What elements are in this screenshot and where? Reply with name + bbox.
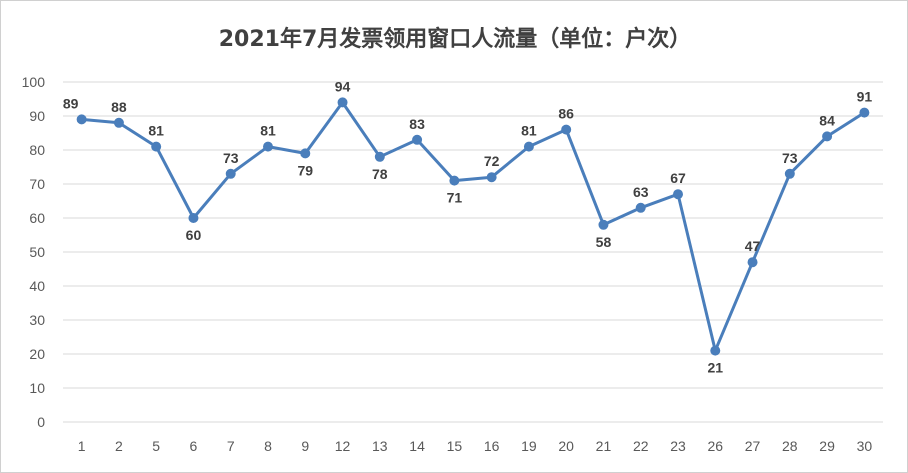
x-tick-label: 13	[372, 438, 388, 454]
x-tick-label: 23	[670, 438, 686, 454]
y-tick-label: 30	[29, 312, 45, 328]
data-label: 73	[782, 150, 798, 166]
y-tick-label: 60	[29, 210, 45, 226]
data-label: 63	[633, 184, 649, 200]
x-tick-label: 9	[301, 438, 309, 454]
x-tick-label: 27	[745, 438, 761, 454]
data-point	[225, 168, 236, 179]
data-label: 79	[297, 162, 313, 178]
data-label: 78	[372, 166, 388, 182]
x-tick-label: 5	[152, 438, 160, 454]
chart-title: 2021年7月发票领用窗口人流量（单位：户次）	[218, 27, 692, 52]
data-point	[337, 97, 348, 108]
x-tick-label: 28	[782, 438, 798, 454]
data-point	[859, 107, 870, 118]
y-tick-label: 0	[37, 414, 45, 430]
x-tick-label: 12	[335, 438, 351, 454]
y-tick-label: 10	[29, 380, 45, 396]
data-point	[412, 134, 423, 145]
data-point	[374, 151, 385, 162]
data-point	[710, 345, 721, 356]
data-point	[635, 202, 646, 213]
data-point	[263, 141, 273, 152]
data-label: 83	[409, 116, 425, 132]
x-tick-label: 1	[78, 438, 86, 454]
data-point	[113, 117, 124, 128]
y-tick-label: 70	[29, 176, 45, 192]
data-point	[76, 114, 87, 125]
data-label: 58	[596, 234, 612, 250]
x-tick-label: 16	[484, 438, 500, 454]
data-label: 84	[819, 112, 835, 128]
x-tick-label: 29	[819, 438, 835, 454]
x-tick-label: 19	[521, 438, 537, 454]
x-tick-label: 30	[857, 438, 873, 454]
data-point	[449, 175, 460, 186]
data-point	[673, 189, 683, 200]
data-label: 72	[484, 153, 500, 169]
data-point	[151, 141, 162, 152]
data-point	[561, 124, 572, 135]
y-tick-label: 80	[29, 142, 45, 158]
data-label: 73	[223, 150, 239, 166]
y-tick-label: 100	[22, 74, 46, 90]
data-label: 89	[63, 95, 79, 111]
data-label: 21	[707, 360, 723, 376]
y-tick-label: 40	[29, 278, 45, 294]
x-tick-label: 26	[707, 438, 723, 454]
data-label: 67	[670, 170, 686, 186]
x-tick-label: 22	[633, 438, 649, 454]
y-tick-label: 20	[29, 346, 45, 362]
data-label: 47	[745, 238, 761, 254]
x-tick-label: 2	[115, 438, 123, 454]
data-point	[523, 141, 534, 152]
data-point	[188, 213, 199, 223]
data-point	[300, 148, 311, 159]
data-label: 60	[186, 227, 202, 243]
data-point	[747, 257, 758, 268]
data-label: 81	[521, 123, 537, 139]
data-point	[784, 168, 795, 179]
data-label: 71	[447, 190, 463, 206]
data-point	[822, 131, 833, 142]
data-label: 81	[260, 123, 276, 139]
data-point	[486, 172, 497, 183]
data-label: 91	[857, 89, 873, 105]
x-tick-label: 20	[558, 438, 574, 454]
data-label: 81	[148, 123, 164, 139]
x-tick-label: 6	[190, 438, 198, 454]
y-tick-label: 90	[29, 108, 45, 124]
data-label: 94	[335, 78, 351, 94]
data-label: 88	[111, 99, 127, 115]
x-tick-label: 8	[264, 438, 272, 454]
x-tick-label: 21	[596, 438, 612, 454]
data-point	[598, 219, 609, 230]
x-tick-label: 7	[227, 438, 235, 454]
data-label: 86	[558, 106, 574, 122]
series-line	[81, 100, 866, 353]
x-tick-label: 15	[447, 438, 463, 454]
x-tick-label: 14	[409, 438, 425, 454]
y-tick-label: 50	[29, 244, 45, 260]
